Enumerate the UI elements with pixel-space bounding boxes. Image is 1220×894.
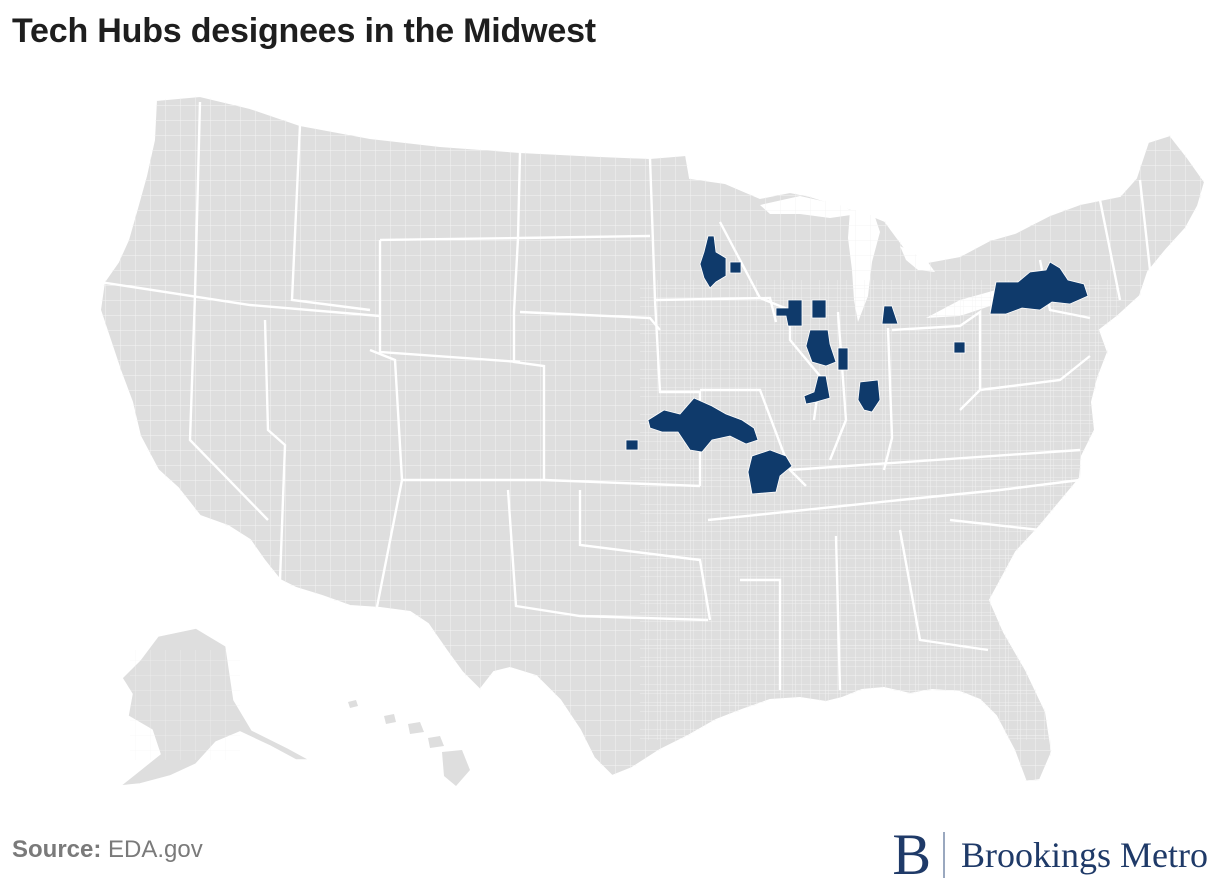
hub-kansas-missouri [647,397,759,453]
brookings-metro-logo: B Brookings Metro [892,826,1208,884]
tech-hub-counties [625,235,1089,495]
logo-text: Brookings Metro [961,835,1208,875]
hub-ohio [953,341,966,354]
hub-new-york [989,261,1089,315]
source-note: Source: EDA.gov [12,836,203,864]
source-label: Source: [12,836,102,863]
map-title: Tech Hubs designees in the Midwest [12,12,596,50]
hub-michigan [881,305,899,325]
hub-wisconsin-1 [775,299,803,327]
logo-divider [943,832,945,878]
hub-minnesota-east [729,261,742,274]
logo-mark: B [892,822,931,887]
hub-wisconsin-2 [811,299,827,319]
hawaii-shape [348,700,470,786]
hub-indiana [857,379,881,413]
hub-illinois [803,375,831,405]
hub-kansas-west [625,439,639,451]
source-value: EDA.gov [108,836,203,863]
hub-chicago [805,329,837,367]
hub-minnesota [699,235,727,289]
hub-missouri-south [747,449,793,495]
hub-indiana-nw [837,347,849,371]
contiguous-us [98,94,1207,784]
